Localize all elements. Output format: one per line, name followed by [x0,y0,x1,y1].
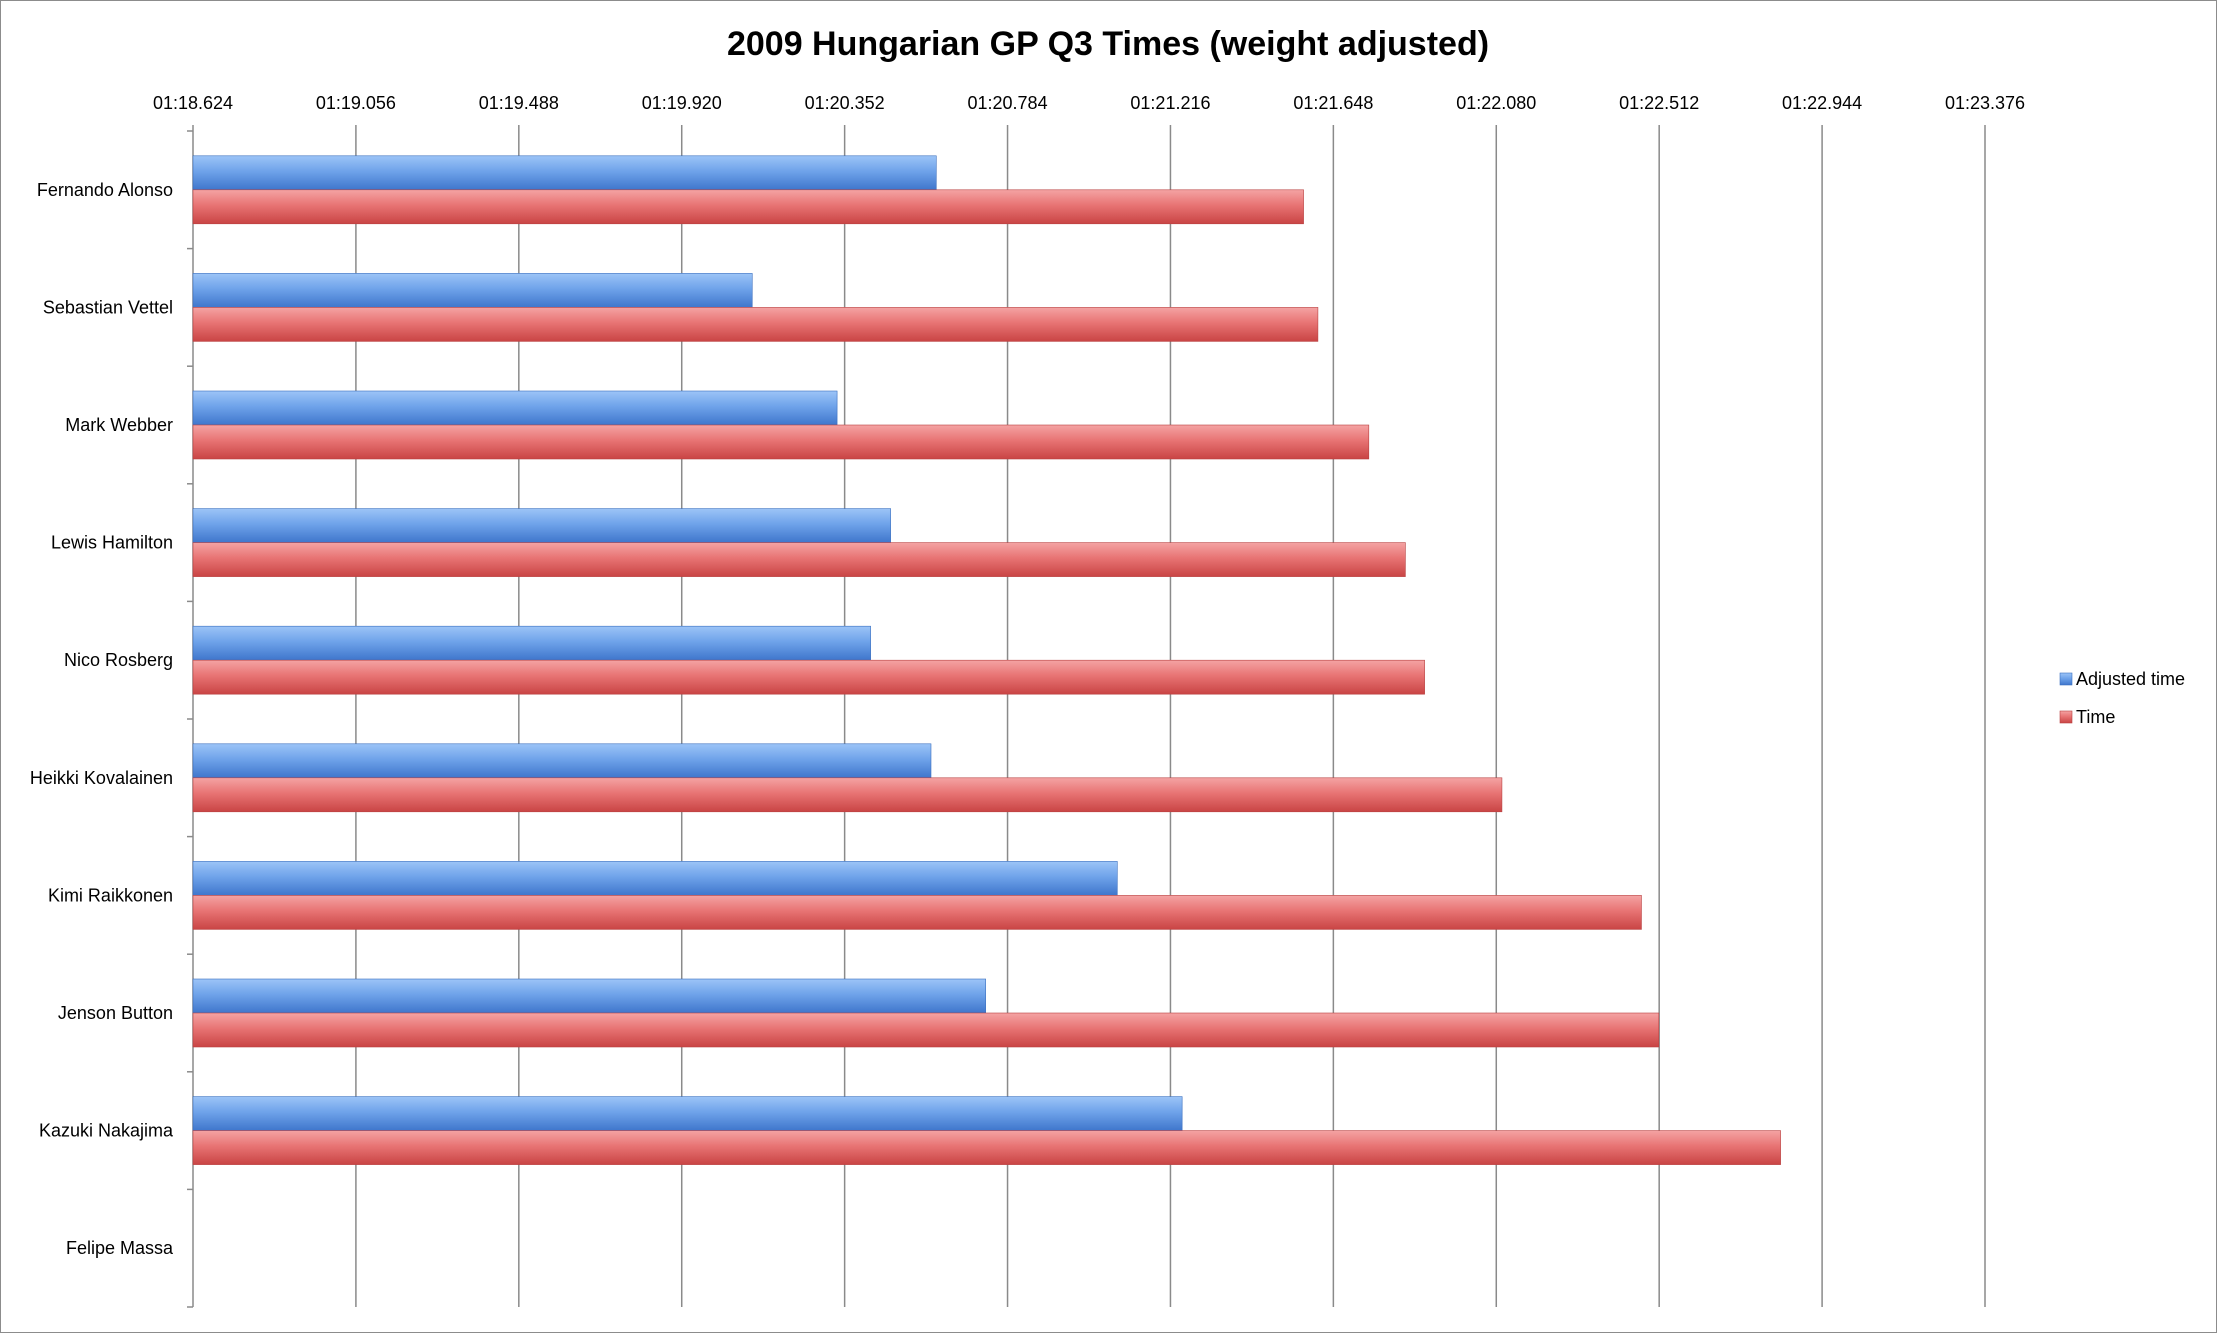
category-labels: Fernando Alonso Sebastian Vettel Mark Webb… [30,180,174,1258]
category-label: Nico Rosberg [64,650,173,670]
x-tick-labels: 01:18.624 01:19.056 01:19.488 01:19.920 01:2… [153,93,2025,113]
legend-label: Time [2076,707,2115,727]
bar-adjusted-time [192,155,937,191]
bar-adjusted-time [192,743,932,779]
x-tick-label: 01:22.080 [1456,93,1536,113]
category-label: Kimi Raikkonen [48,885,173,905]
x-tick-label: 01:20.784 [968,93,1048,113]
bar-adjusted-time [192,861,1118,896]
x-tick-label: 01:22.944 [1782,93,1862,113]
legend-swatch [2059,672,2073,686]
bar-time [192,659,1425,695]
bar-time [192,777,1503,813]
bar-adjusted-time [192,978,986,1014]
x-tick-label: 01:19.056 [316,93,396,113]
bar-time [192,424,1370,460]
bar-time [192,542,1406,577]
x-tick-label: 01:22.512 [1619,93,1699,113]
bar-adjusted-time [192,625,871,661]
bar-time [192,189,1304,225]
x-tick-label: 01:23.376 [1945,93,2025,113]
category-label: Mark Webber [65,415,173,435]
category-label: Felipe Massa [66,1238,174,1258]
x-tick-label: 01:21.216 [1130,93,1210,113]
x-tick-label: 01:19.488 [479,93,559,113]
bar-time [192,1130,1781,1165]
category-label: Heikki Kovalainen [30,768,173,788]
x-tick-label: 01:19.920 [642,93,722,113]
bar-adjusted-time [192,508,891,543]
category-label: Sebastian Vettel [43,297,173,317]
bar-time [192,307,1319,342]
category-label: Jenson Button [58,1003,173,1023]
x-tick-label: 01:18.624 [153,93,233,113]
chart-title: 2009 Hungarian GP Q3 Times (weight adjus… [727,25,1489,63]
bar-time [192,895,1642,930]
legend-label: Adjusted time [2076,669,2185,689]
bars [192,155,1781,1165]
bar-adjusted-time [192,273,753,308]
category-label: Kazuki Nakajima [39,1121,174,1141]
legend: Adjusted time Time [2059,669,2185,727]
bar-time [192,1012,1660,1048]
category-label: Lewis Hamilton [51,533,173,553]
bar-adjusted-time [192,390,838,426]
x-tick-label: 01:20.352 [805,93,885,113]
legend-swatch [2059,710,2073,724]
x-tick-label: 01:21.648 [1293,93,1373,113]
bar-adjusted-time [192,1096,1183,1131]
category-label: Fernando Alonso [37,180,173,200]
